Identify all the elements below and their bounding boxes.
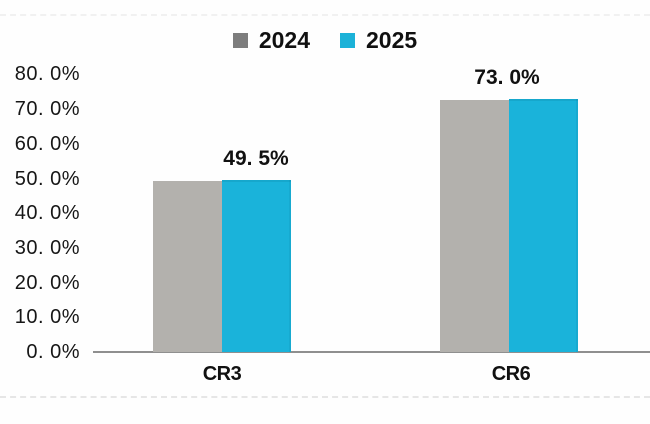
bottom-dashed-border — [0, 396, 650, 398]
bar-2025-CR6 — [509, 98, 578, 352]
legend-item-2024: 2024 — [232, 27, 310, 53]
legend-item-2025: 2025 — [340, 29, 417, 52]
y-axis-tick-label: 40. 0% — [14, 202, 80, 225]
bar-2025-CR3 — [222, 180, 291, 352]
legend-swatch-icon — [232, 33, 248, 48]
x-axis-category-label-CR6: CR6 — [491, 363, 531, 385]
y-axis-tick-label: 30. 0% — [14, 236, 80, 259]
y-axis-tick-label: 80. 0% — [14, 63, 80, 86]
bar-2024-CR3 — [153, 180, 222, 352]
x-axis-category-label-CR3: CR3 — [202, 363, 242, 385]
x-axis-line — [93, 351, 650, 353]
legend-label: 2024 — [258, 27, 310, 53]
legend: 2024 2025 — [0, 29, 650, 52]
bar-value-label-CR6: 73. 0% — [474, 65, 540, 89]
y-axis-tick-label: 20. 0% — [14, 271, 80, 294]
legend-swatch-icon — [340, 33, 355, 48]
y-axis-tick-label: 70. 0% — [14, 98, 80, 121]
bar-value-label-CR3: 49. 5% — [223, 147, 289, 171]
y-axis-tick-label: 0. 0% — [26, 341, 80, 363]
y-axis-tick-label: 50. 0% — [14, 167, 80, 190]
bar-2024-CR6 — [440, 100, 509, 352]
y-axis-tick-label: 60. 0% — [14, 132, 80, 155]
legend-label: 2025 — [366, 27, 418, 53]
y-axis-tick-label: 10. 0% — [14, 306, 80, 329]
top-dashed-border — [0, 14, 650, 16]
